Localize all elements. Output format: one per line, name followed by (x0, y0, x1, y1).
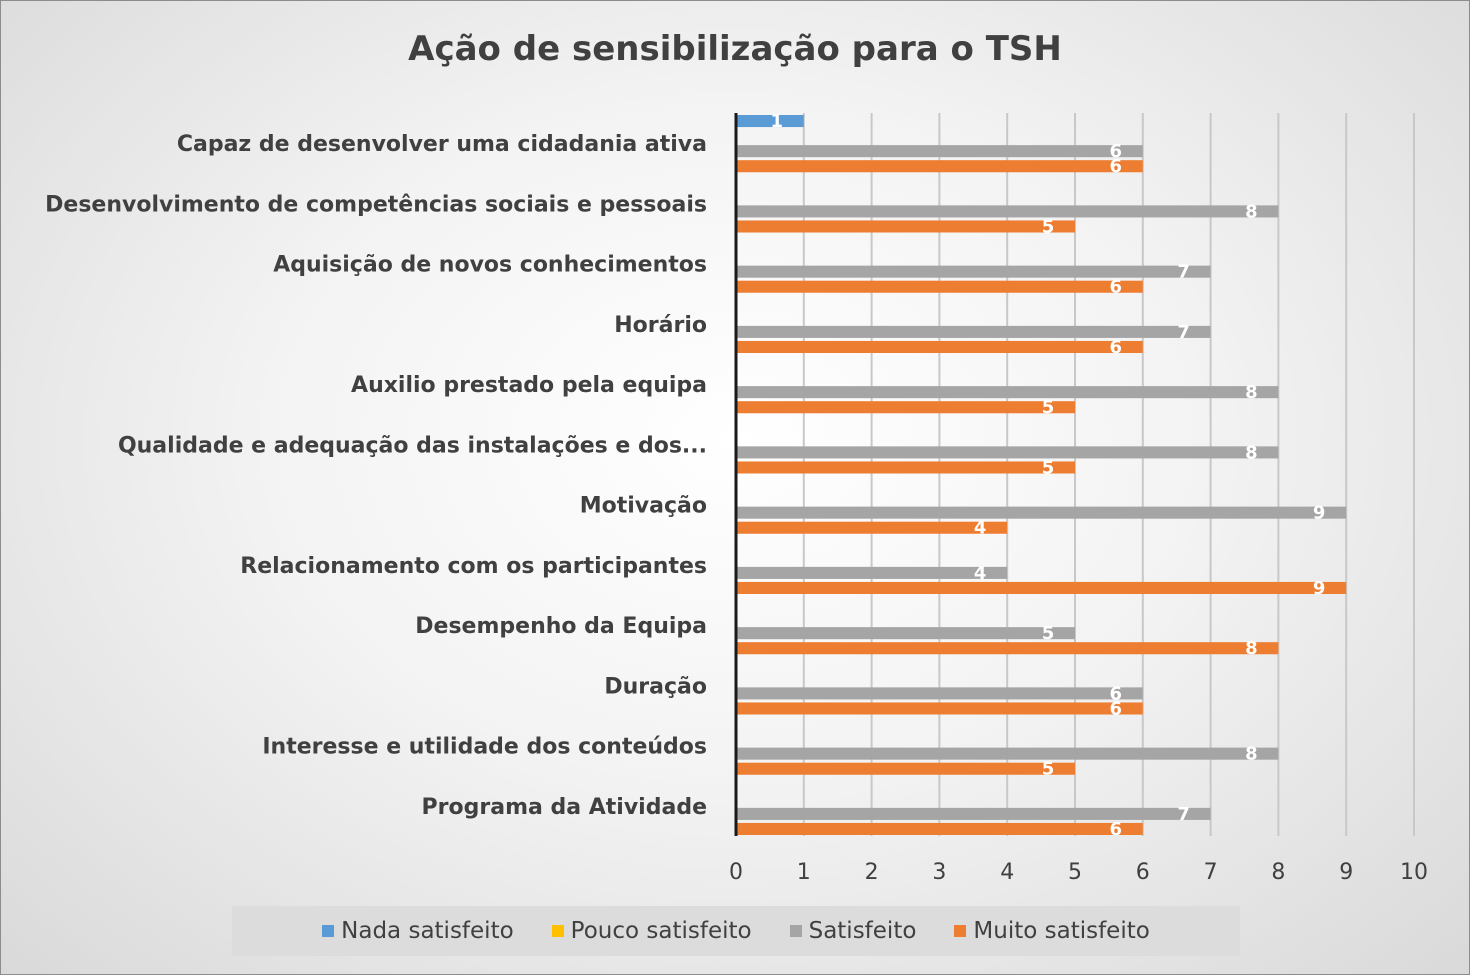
bar (736, 401, 1075, 414)
bar (736, 115, 804, 128)
bar (736, 566, 1008, 579)
data-label: 6 (1110, 337, 1123, 358)
x-tick-label: 1 (797, 860, 811, 885)
chart-title: Ação de sensibilização para o TSH (408, 29, 1062, 69)
x-tick-label: 10 (1400, 860, 1428, 885)
legend-item: Nada satisfeito (322, 918, 514, 944)
legend-item: Muito satisfeito (954, 918, 1150, 944)
x-tick-label: 4 (1000, 860, 1014, 885)
data-label: 8 (1245, 638, 1258, 659)
category-label: Horário (614, 313, 707, 338)
category-label: Duração (604, 674, 707, 699)
legend-label: Nada satisfeito (341, 918, 514, 944)
data-label: 4 (974, 563, 987, 584)
category-label: Auxilio prestado pela equipa (351, 373, 707, 398)
data-label: 5 (1042, 216, 1055, 237)
data-label: 6 (1110, 819, 1123, 840)
x-tick-label: 2 (865, 860, 879, 885)
data-label: 5 (1042, 623, 1055, 644)
category-label: Aquisição de novos conhecimentos (273, 253, 707, 278)
x-tick-label: 9 (1339, 860, 1353, 885)
bar (736, 521, 1008, 534)
legend-swatch (789, 925, 802, 937)
data-label: 6 (1110, 156, 1123, 177)
bar (736, 280, 1143, 293)
data-label: 6 (1110, 698, 1123, 719)
bar (736, 265, 1211, 278)
bar (736, 747, 1279, 760)
data-label: 6 (1110, 277, 1123, 298)
data-label: 7 (1177, 262, 1190, 283)
category-label: Relacionamento com os participantes (240, 554, 707, 579)
x-tick-label: 6 (1136, 860, 1150, 885)
bar (736, 220, 1075, 233)
bar (736, 145, 1143, 158)
bar (736, 386, 1279, 399)
data-label: 9 (1313, 503, 1326, 524)
data-label: 5 (1042, 759, 1055, 780)
x-tick-label: 7 (1204, 860, 1218, 885)
legend-swatch (551, 925, 564, 937)
x-tick-label: 0 (729, 860, 743, 885)
legend-label: Muito satisfeito (973, 918, 1150, 944)
legend-swatch (322, 925, 335, 937)
data-label: 9 (1313, 578, 1326, 599)
bar (736, 581, 1347, 594)
category-label: Qualidade e adequação das instalações e … (118, 433, 707, 458)
category-label: Desenvolvimento de competências sociais … (45, 192, 707, 217)
legend-label: Pouco satisfeito (570, 918, 752, 944)
bar (736, 762, 1075, 775)
bar (736, 807, 1211, 820)
x-tick-label: 3 (932, 860, 946, 885)
x-tick-label: 5 (1068, 860, 1082, 885)
bar (736, 687, 1143, 700)
bar (736, 461, 1075, 474)
bar (736, 642, 1279, 655)
category-label: Motivação (580, 494, 707, 519)
x-tick-label: 8 (1271, 860, 1285, 885)
data-label: 7 (1177, 322, 1190, 343)
bar (736, 822, 1143, 835)
data-label: 8 (1245, 201, 1258, 222)
data-label: 5 (1042, 457, 1055, 478)
legend-swatch (954, 925, 967, 937)
data-label: 5 (1042, 397, 1055, 418)
legend-label: Satisfeito (808, 918, 917, 944)
category-label: Programa da Atividade (422, 795, 707, 820)
category-label: Capaz de desenvolver uma cidadania ativa (177, 132, 707, 157)
data-label: 8 (1245, 382, 1258, 403)
bar (736, 160, 1143, 173)
legend: Nada satisfeito Pouco satisfeito Satisfeit… (232, 906, 1240, 956)
data-label: 8 (1245, 442, 1258, 463)
bar (736, 340, 1143, 353)
bar (736, 627, 1075, 640)
category-label: Desempenho da Equipa (415, 614, 707, 639)
data-label: 4 (974, 518, 987, 539)
chart-plot: 0 1 2 3 4 5 6 7 8 9 10 Capaz de desenvolver uma cid… (45, 111, 1428, 885)
data-label: 7 (1177, 804, 1190, 825)
bar (736, 205, 1279, 218)
category-label: Interesse e utilidade dos conteúdos (262, 735, 707, 760)
legend-item: Satisfeito (789, 918, 917, 944)
data-label: 6 (1110, 683, 1123, 704)
data-label: 1 (771, 111, 784, 132)
bar (736, 325, 1211, 338)
data-label: 6 (1110, 141, 1123, 162)
bar (736, 446, 1279, 459)
data-label: 8 (1245, 744, 1258, 765)
bar (736, 506, 1347, 519)
bar (736, 702, 1143, 715)
legend-item: Pouco satisfeito (551, 918, 752, 944)
